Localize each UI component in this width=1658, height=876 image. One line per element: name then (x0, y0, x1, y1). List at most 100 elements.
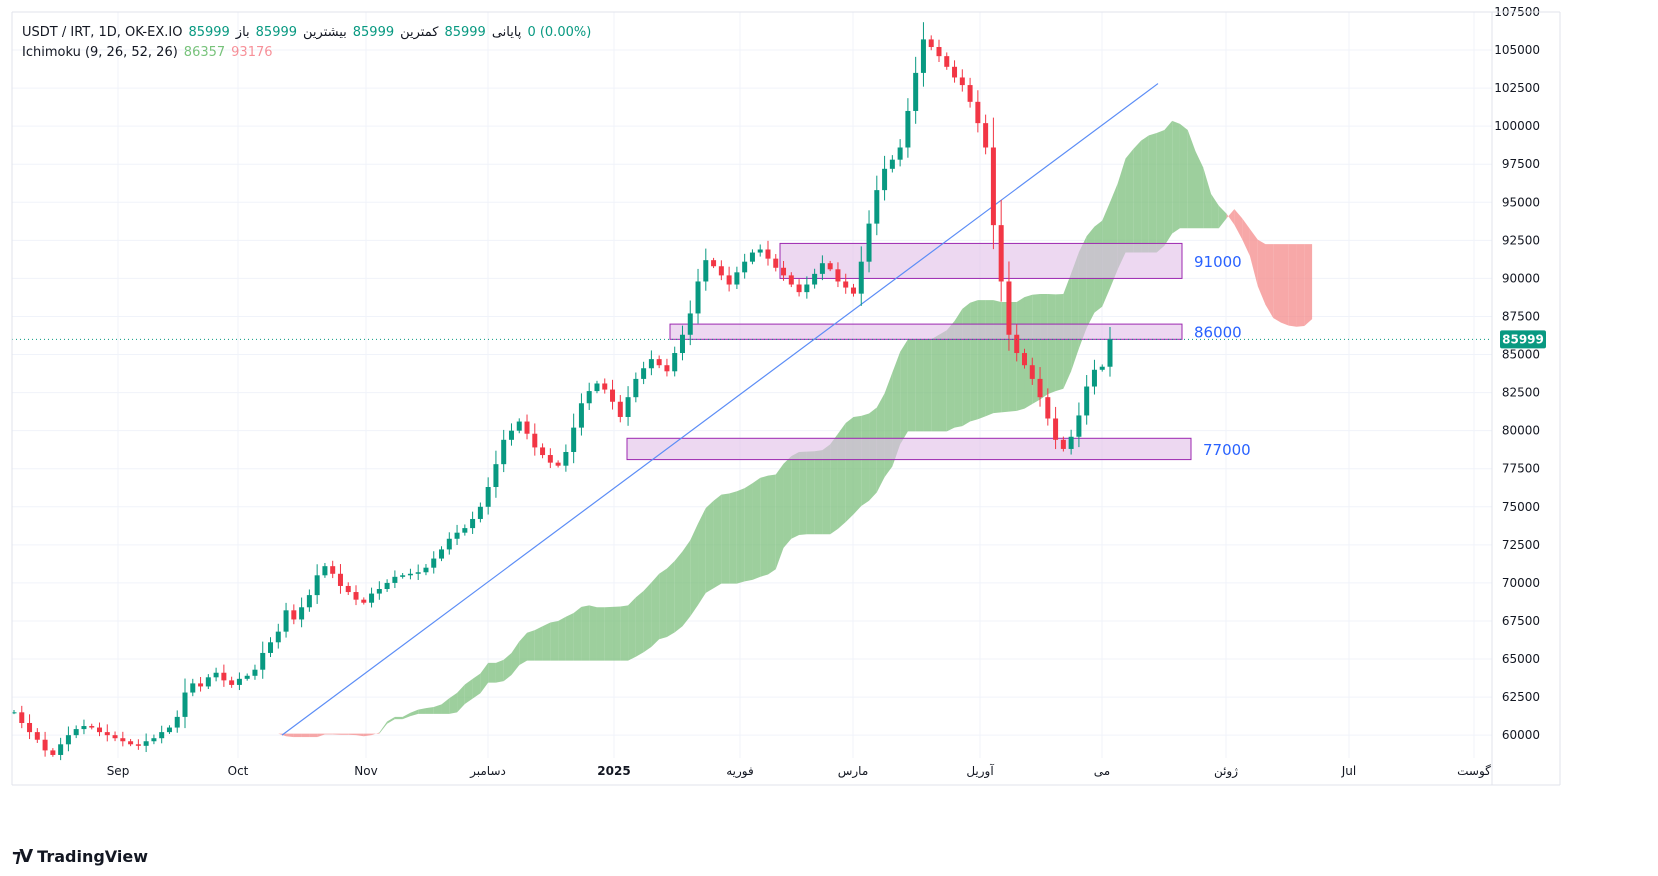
candle-body (843, 281, 849, 288)
cloud-segment (1195, 151, 1204, 229)
cloud-segment (752, 477, 761, 580)
y-tick-label: 80000 (1502, 424, 1540, 438)
cloud-segment (340, 733, 349, 735)
cloud-segment (1296, 244, 1305, 327)
candle-body (423, 567, 429, 573)
y-tick-label: 82500 (1502, 386, 1540, 400)
high-label: بیشترین (303, 25, 347, 40)
cloud-segment (915, 339, 924, 432)
symbol-label[interactable]: USDT / IRT, 1D, OK-EX.IO (22, 25, 183, 40)
candle-body (1037, 378, 1043, 398)
y-tick-label: 105000 (1494, 43, 1540, 57)
cloud-segment (527, 630, 535, 661)
candle-body (1076, 415, 1082, 437)
cloud-segment (216, 712, 224, 718)
cloud-segment (286, 733, 294, 738)
candle-body (198, 683, 204, 687)
candle-body (1099, 366, 1105, 370)
candle-body (703, 260, 709, 282)
cloud-segment (301, 733, 310, 738)
cloud-segment (853, 415, 862, 515)
candle-body (89, 726, 95, 728)
candle-body (501, 439, 507, 465)
candle-body (781, 267, 787, 276)
cloud-segment (1148, 133, 1157, 253)
candle-body (229, 680, 235, 685)
candle-body (361, 599, 367, 603)
y-tick-label: 92500 (1502, 233, 1540, 247)
trendline[interactable] (281, 83, 1159, 736)
candle-body (804, 284, 810, 293)
y-tick-label: 70000 (1502, 576, 1540, 590)
zone-label: 86000 (1194, 324, 1242, 342)
cloud-segment (441, 698, 450, 714)
candle-body (345, 585, 351, 593)
y-tick-label: 60000 (1502, 728, 1540, 742)
cloud-segment (542, 622, 551, 661)
cloud-segment (698, 507, 706, 605)
cloud-segment (1304, 244, 1313, 327)
candle-body (291, 610, 297, 620)
candle-body (65, 735, 71, 745)
candle-body (819, 263, 825, 274)
cloud-segment (1156, 129, 1165, 253)
cloud-segment (713, 494, 722, 589)
cloud-segment (938, 330, 947, 432)
ohlc-legend-row: USDT / IRT, 1D, OK-EX.IO 85999 باز 85999 ب… (22, 23, 591, 43)
candle-body (555, 462, 561, 466)
cloud-segment (433, 704, 442, 714)
cloud-segment (1055, 294, 1064, 392)
x-tick-label: فوریه (726, 764, 754, 779)
cloud-segment (1141, 135, 1149, 253)
cloud-segment (985, 300, 994, 417)
candlestick-series (11, 22, 1113, 761)
cloud-segment (962, 302, 971, 427)
candle-body (617, 401, 623, 417)
cloud-segment (596, 607, 605, 661)
y-tick-label: 65000 (1502, 652, 1540, 666)
candle-body (508, 430, 514, 440)
cloud-segment (379, 721, 388, 734)
candle-body (983, 123, 989, 148)
indicator-label[interactable]: Ichimoku (9, 26, 52, 26) (22, 45, 178, 60)
tradingview-logo[interactable]: ⁊V TradingView (12, 846, 148, 867)
candle-body (952, 66, 958, 78)
candle-body (897, 147, 903, 160)
candle-body (166, 727, 172, 733)
cloud-segment (1071, 252, 1079, 372)
cloud-segment (503, 652, 512, 682)
candle-body (337, 573, 343, 586)
cloud-segment (659, 568, 667, 640)
candle-body (827, 263, 833, 270)
cloud-segment (666, 560, 675, 637)
candle-body (50, 750, 56, 755)
cloud-segment (1257, 239, 1266, 305)
cloud-segment (1179, 123, 1188, 229)
cloud-segment (1125, 149, 1134, 253)
cloud-segment (239, 726, 248, 732)
y-tick-label: 95000 (1502, 195, 1540, 209)
cloud-segment (814, 450, 823, 535)
candle-body (765, 249, 771, 259)
cloud-segment (1249, 228, 1258, 287)
y-tick-label: 100000 (1494, 119, 1540, 133)
candle-body (485, 487, 491, 507)
support-resistance-zones[interactable]: 91000 86000 77000 (626, 242, 1251, 461)
cloud-segment (760, 475, 768, 577)
candle-body (547, 455, 553, 463)
x-tick-label: گوست (1457, 764, 1491, 779)
candle-body (812, 273, 818, 285)
candle-body (734, 272, 740, 285)
cloud-segment (705, 500, 714, 593)
candle-body (268, 642, 274, 653)
candle-body (695, 281, 701, 314)
candle-body (400, 575, 406, 577)
candle-body (213, 672, 219, 678)
close-value: 85999 (444, 25, 486, 40)
cloud-segment (332, 733, 341, 735)
cloud-segment (348, 733, 357, 736)
cloud-segment (519, 632, 528, 666)
candle-body (143, 741, 149, 746)
candle-body (516, 421, 522, 431)
